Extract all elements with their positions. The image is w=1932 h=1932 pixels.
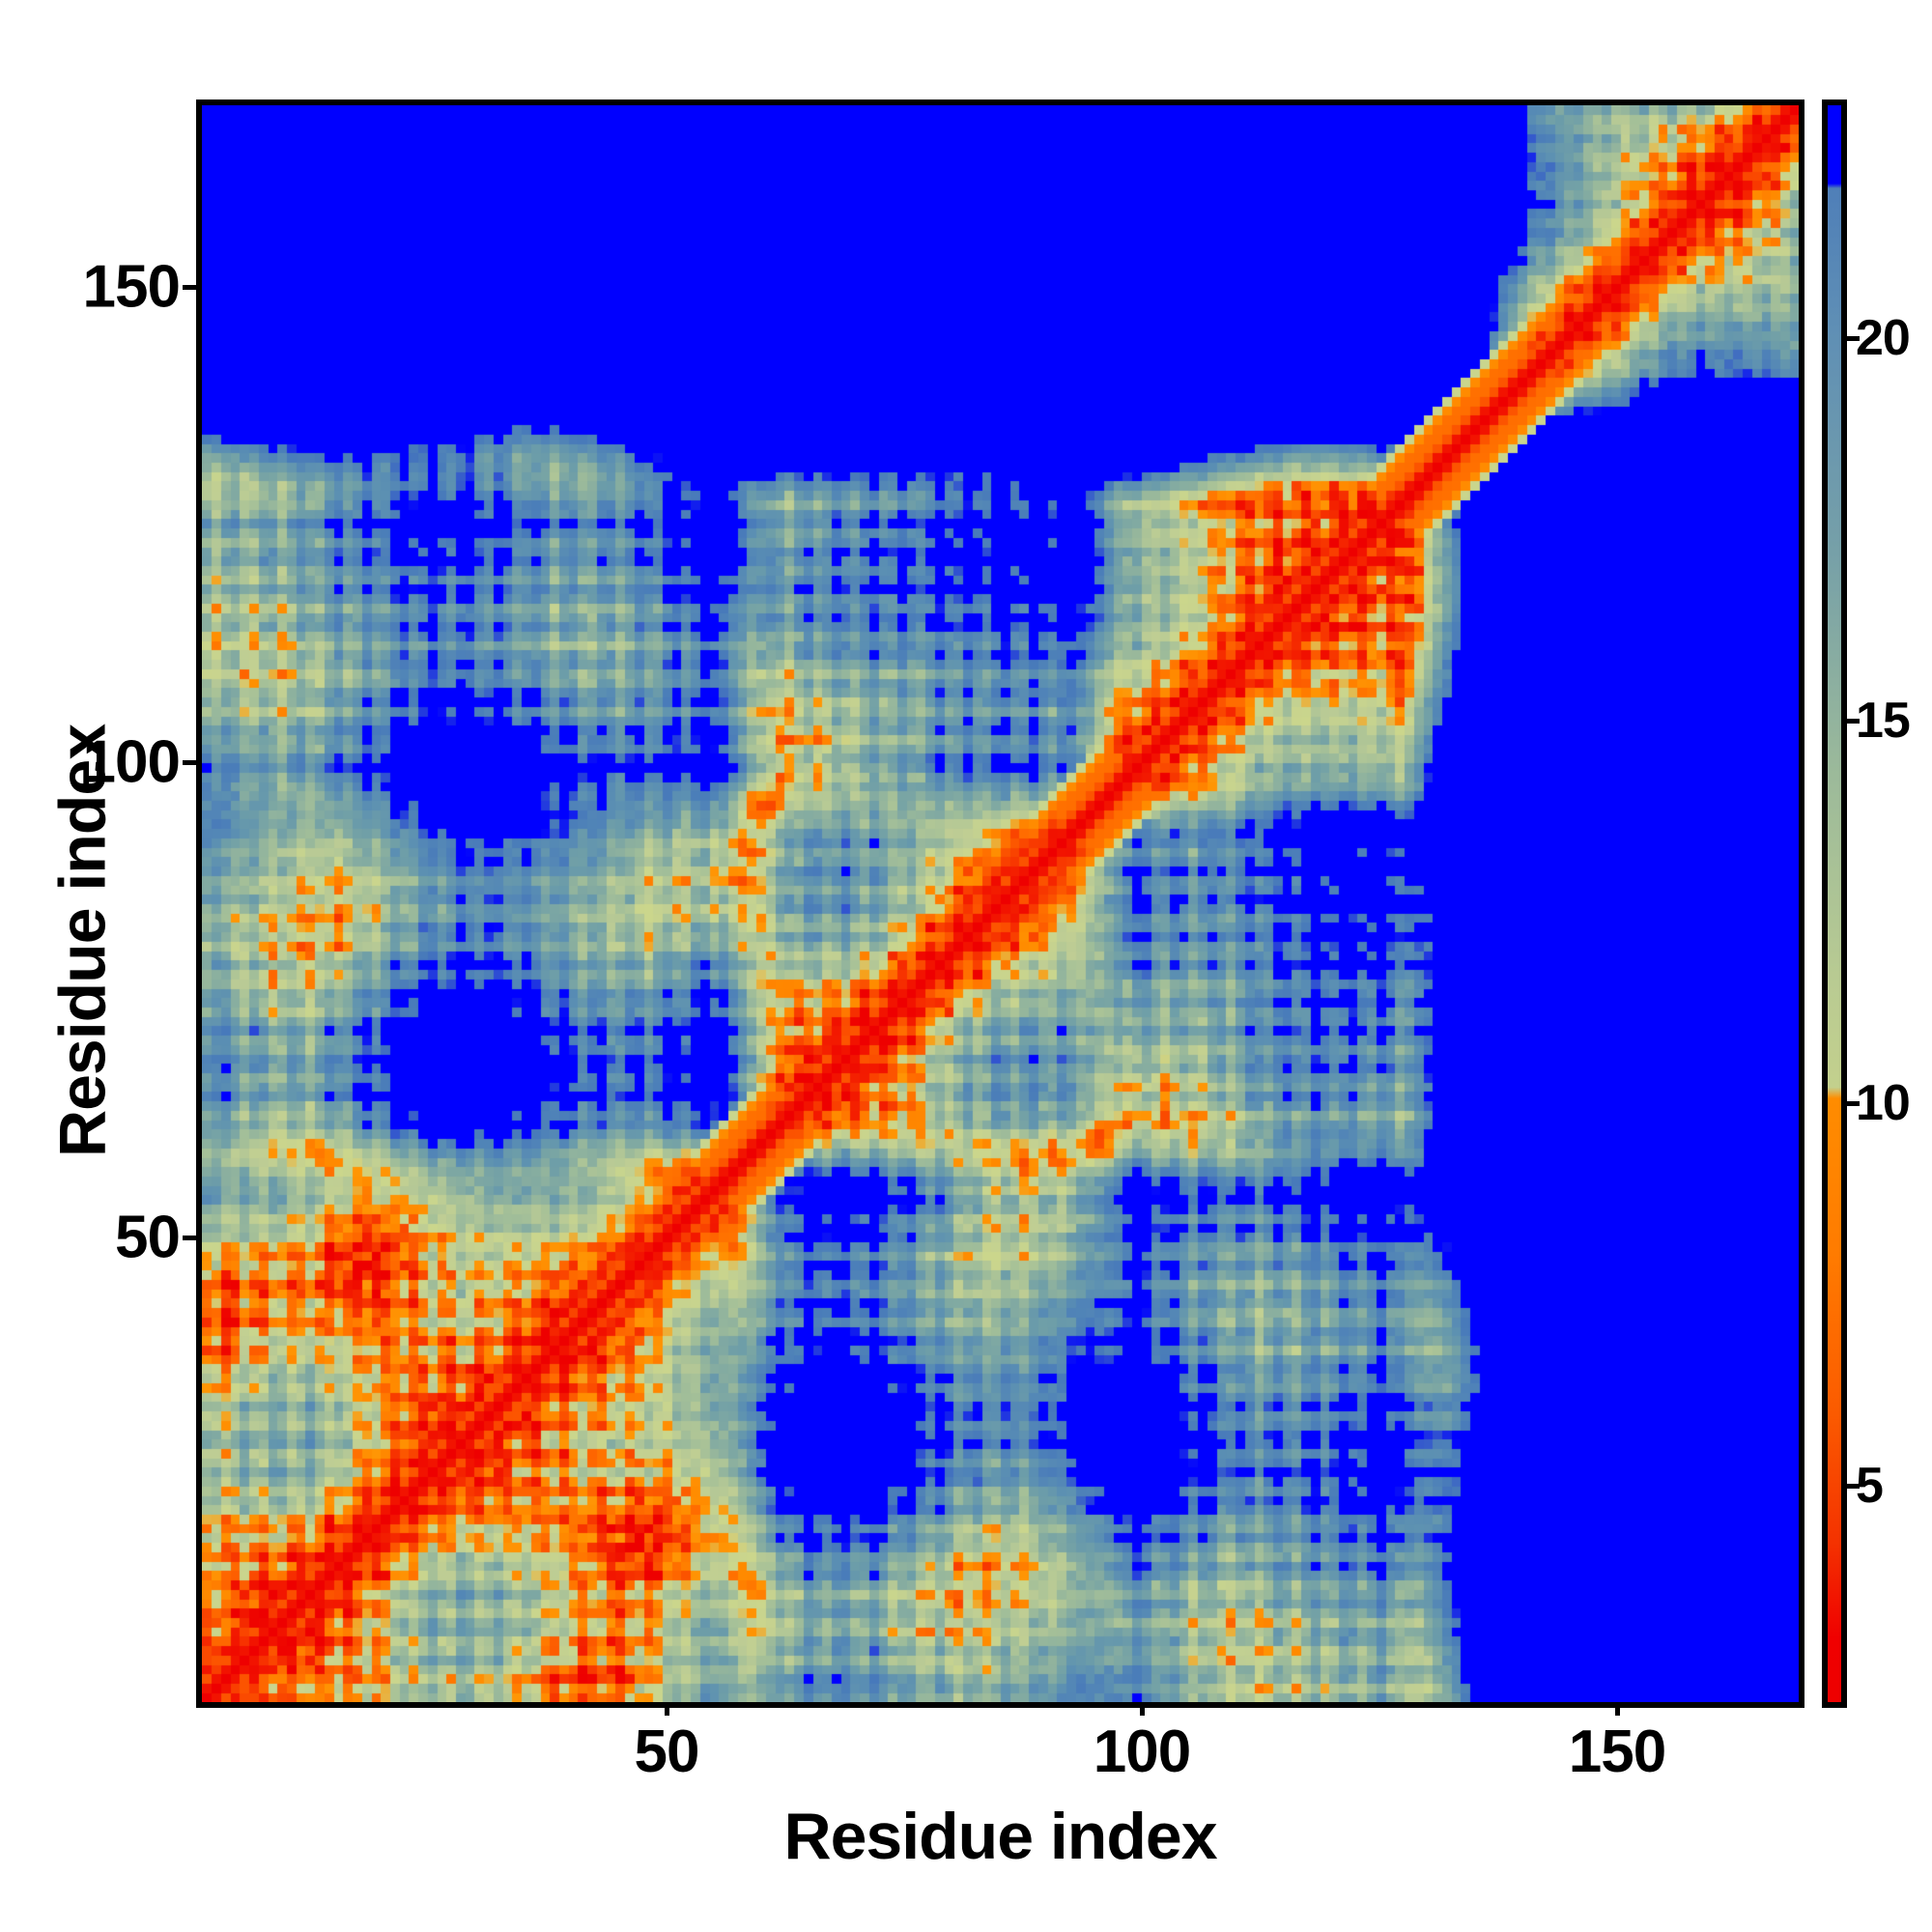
colorbar-tick-20 [1847,336,1860,341]
x-tick-100 [1140,1702,1145,1716]
x-axis-title: Residue index [783,1800,1217,1873]
y-tick-label-150: 150 [82,253,181,321]
heatmap-canvas [202,105,1799,1702]
colorbar-tick-label-20: 20 [1856,310,1911,366]
x-tick-label-50: 50 [634,1719,700,1785]
x-tick-label-150: 150 [1568,1719,1666,1785]
colorbar-tick-label-15: 15 [1856,693,1911,749]
colorbar-tick-label-5: 5 [1856,1458,1884,1514]
y-tick-150 [183,285,196,290]
x-tick-50 [665,1702,669,1716]
y-axis-title: Residue index [45,724,120,1158]
colorbar-tick-label-10: 10 [1856,1075,1911,1131]
x-tick-150 [1615,1702,1620,1716]
y-tick-50 [183,1236,196,1240]
y-tick-100 [183,760,196,765]
colorbar-gradient [1828,105,1841,1702]
heatmap-plot-area [196,99,1804,1708]
colorbar [1822,99,1847,1708]
y-tick-label-100: 100 [82,728,181,796]
colorbar-tick-10 [1847,1101,1860,1106]
colorbar-tick-15 [1847,719,1860,724]
colorbar-tick-5 [1847,1484,1860,1489]
x-tick-label-100: 100 [1093,1719,1191,1785]
y-tick-label-50: 50 [115,1204,181,1271]
